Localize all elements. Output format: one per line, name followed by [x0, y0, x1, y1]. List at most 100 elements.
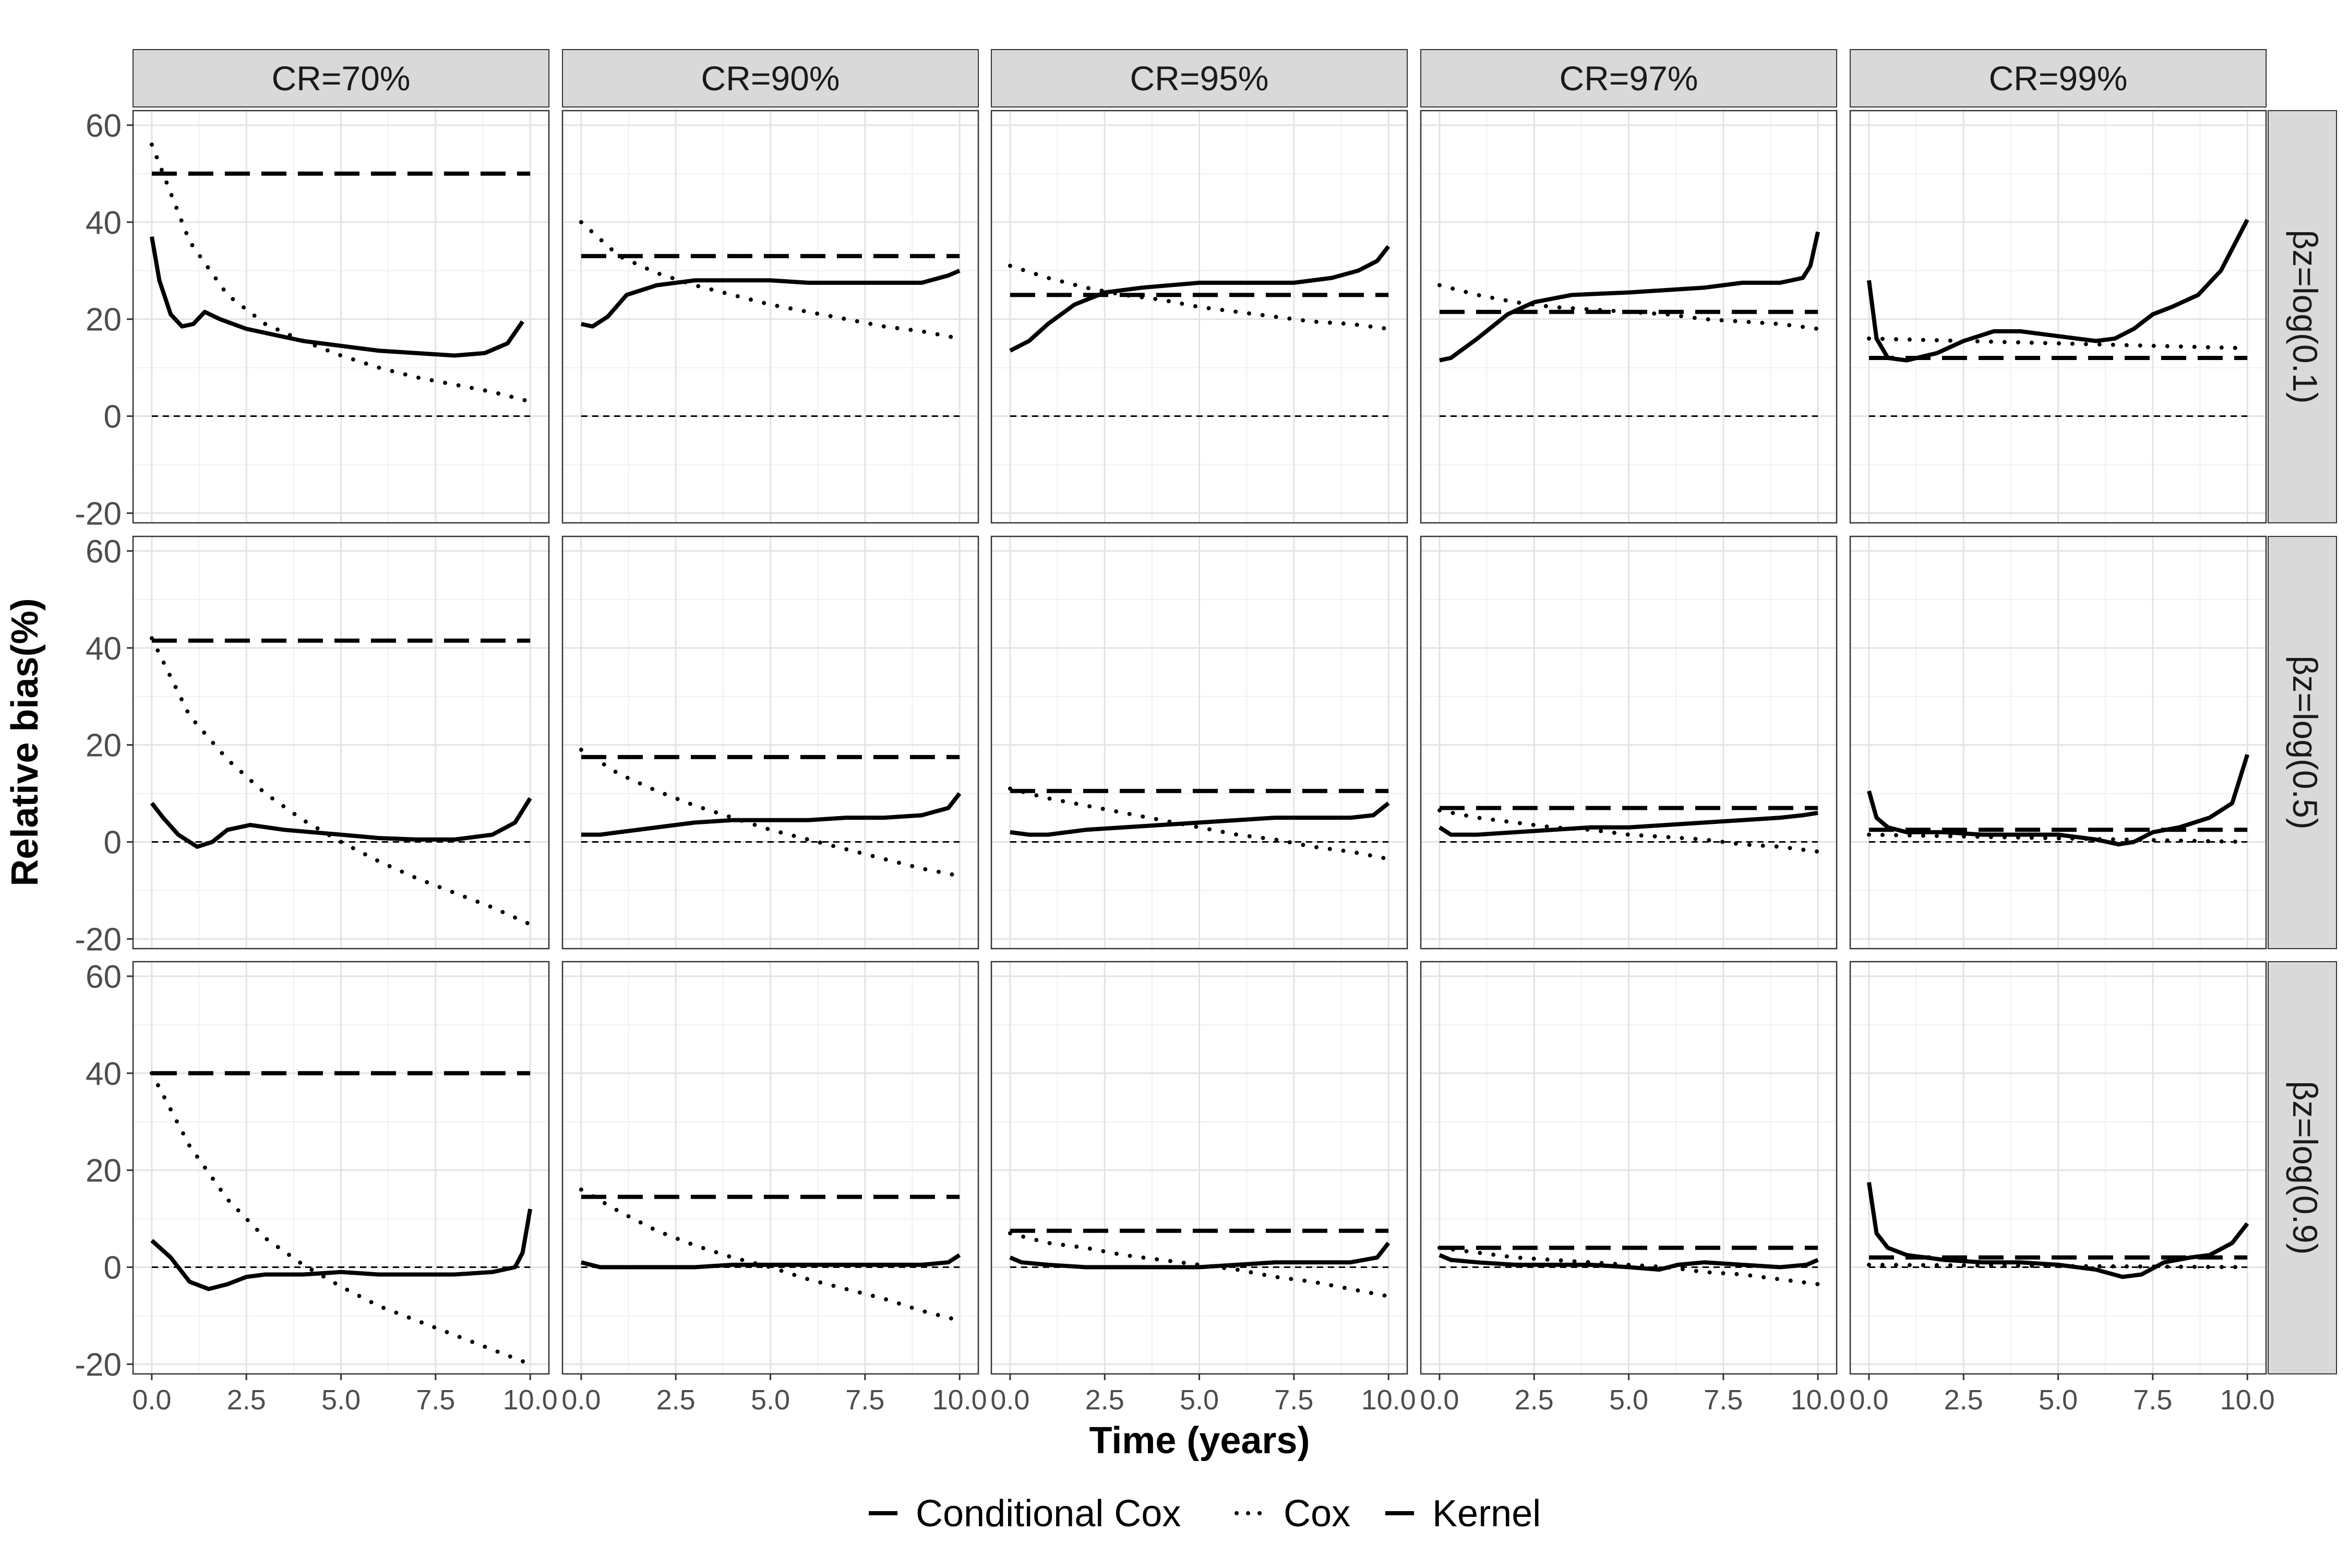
panel-border — [1849, 535, 2267, 950]
panel-border — [1849, 110, 2267, 524]
y-tick-label: 0 — [104, 825, 122, 861]
conditional-cox-series-line — [580, 1253, 961, 1270]
panel-border — [132, 110, 550, 524]
cox-series-line — [1866, 832, 2250, 844]
panel-border — [1420, 110, 1838, 524]
conditional-cox-series-line — [150, 1208, 533, 1291]
y-tick-label: 0 — [104, 399, 122, 435]
cox-series-line — [1866, 336, 2250, 351]
conditional-cox-series-line — [1866, 219, 2249, 363]
facet-panel — [1849, 535, 2267, 950]
x-tick-label: 10.0 — [1791, 1384, 1846, 1416]
x-tick-label: 2.5 — [227, 1384, 266, 1416]
x-tick-label: 2.5 — [656, 1384, 696, 1416]
x-tick-label: 5.0 — [1180, 1384, 1219, 1416]
cox-series-line — [1437, 808, 1820, 854]
cox-series-line — [579, 1187, 962, 1323]
x-tick-label: 10.0 — [503, 1384, 558, 1416]
x-tick-label: 0.0 — [990, 1384, 1029, 1416]
y-tick-label: 20 — [86, 302, 122, 338]
y-tick-label: 60 — [86, 959, 122, 995]
x-tick-label: 5.0 — [321, 1384, 361, 1416]
row-strip — [2268, 536, 2337, 949]
column-strip-label: CR=97% — [1560, 59, 1698, 98]
facet-panel — [1420, 535, 1838, 950]
cox-series-line — [149, 636, 533, 927]
facet-panel — [1849, 110, 2267, 524]
y-tick-label: 0 — [104, 1250, 122, 1286]
x-tick-label: 10.0 — [932, 1384, 987, 1416]
x-tick-label: 2.5 — [1515, 1384, 1554, 1416]
y-tick-label: -20 — [75, 496, 122, 532]
facet-panel — [1420, 110, 1838, 524]
x-tick-label: 0.0 — [1849, 1384, 1888, 1416]
x-tick-label: 10.0 — [1361, 1384, 1416, 1416]
column-strip — [1850, 49, 2267, 107]
x-tick-label: 7.5 — [2133, 1384, 2172, 1416]
conditional-cox-series-line — [1010, 801, 1390, 837]
x-tick-label: 7.5 — [845, 1384, 884, 1416]
legend-label: Kernel — [1432, 1493, 1541, 1535]
x-tick-label: 2.5 — [1085, 1384, 1124, 1416]
x-tick-label: 0.0 — [1420, 1384, 1459, 1416]
conditional-cox-series-line — [1438, 810, 1818, 837]
column-strip-label: CR=99% — [1989, 59, 2128, 98]
facet-panel — [132, 110, 550, 524]
panel-border — [561, 110, 979, 524]
conditional-cox-series-line — [581, 792, 962, 837]
panel-border — [1420, 535, 1838, 950]
cox-series-line — [579, 220, 962, 341]
column-strip-label: CR=90% — [701, 59, 840, 98]
column-strip — [991, 49, 1408, 107]
column-strip — [562, 49, 979, 107]
x-tick-label: 5.0 — [1609, 1384, 1648, 1416]
legend-label: Cox — [1284, 1493, 1350, 1535]
conditional-cox-series-line — [1867, 754, 2249, 847]
cox-series-line — [1008, 264, 1391, 331]
panel-border — [990, 110, 1408, 524]
x-tick-label: 7.5 — [1704, 1384, 1743, 1416]
conditional-cox-series-line — [1439, 231, 1820, 363]
y-tick-label: -20 — [75, 1347, 122, 1383]
y-axis-title: Relative bias(%) — [4, 598, 46, 886]
conditional-cox-series-line — [1439, 1253, 1819, 1272]
x-tick-label: 5.0 — [2039, 1384, 2078, 1416]
x-tick-label: 10.0 — [2220, 1384, 2275, 1416]
conditional-cox-series-line — [149, 236, 524, 358]
y-tick-label: 60 — [86, 108, 122, 144]
panel-border — [561, 535, 979, 950]
conditional-cox-series-line — [150, 797, 532, 849]
row-strip-label: βz=log(0.9) — [2286, 1081, 2325, 1254]
conditional-cox-series-line — [1009, 1241, 1391, 1270]
facet-panel — [1420, 961, 1838, 1375]
y-tick-label: 60 — [86, 534, 122, 570]
row-strip — [2268, 110, 2337, 523]
column-strip — [133, 49, 549, 107]
x-tick-label: 5.0 — [751, 1384, 790, 1416]
facet-panel — [132, 535, 550, 950]
facet-panel — [990, 535, 1408, 950]
x-axis-title: Time (years) — [1089, 1420, 1310, 1462]
facet-panel — [561, 110, 979, 524]
conditional-cox-series-line — [1866, 1182, 2249, 1279]
legend-label: Conditional Cox — [916, 1493, 1181, 1535]
x-tick-label: 0.0 — [561, 1384, 601, 1416]
facet-panel — [132, 961, 550, 1375]
x-tick-label: 2.5 — [1944, 1384, 1983, 1416]
conditional-cox-series-line — [581, 269, 961, 329]
panel-border — [990, 535, 1408, 950]
x-tick-label: 7.5 — [1274, 1384, 1313, 1416]
column-strip — [1420, 49, 1837, 107]
y-tick-label: 40 — [86, 205, 122, 241]
y-tick-label: 20 — [86, 728, 122, 764]
facet-panel — [561, 535, 979, 950]
facet-panel — [990, 110, 1408, 524]
cox-series-line — [149, 142, 533, 404]
y-tick-label: 20 — [86, 1153, 122, 1189]
row-strip — [2268, 961, 2337, 1374]
row-strip-label: βz=log(0.1) — [2286, 230, 2325, 403]
y-tick-label: -20 — [75, 921, 122, 957]
row-strip-label: βz=log(0.5) — [2286, 655, 2325, 829]
